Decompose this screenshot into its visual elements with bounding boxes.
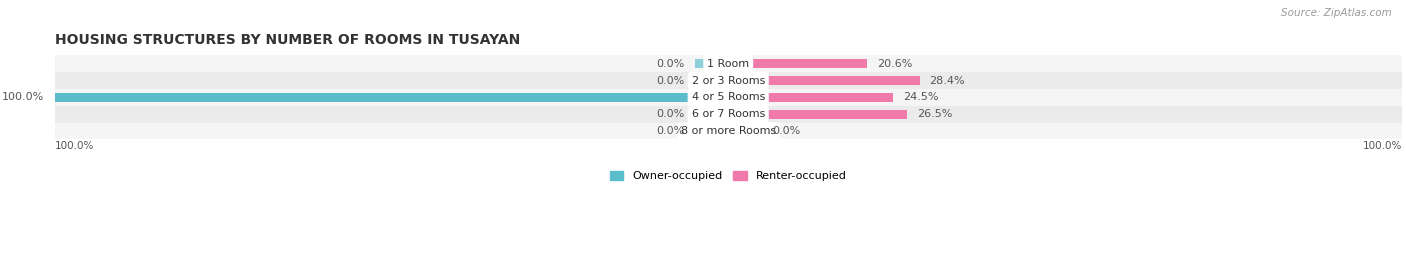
Bar xyxy=(728,93,893,102)
Bar xyxy=(728,76,920,85)
Bar xyxy=(55,89,1402,106)
Bar xyxy=(55,55,1402,72)
Bar xyxy=(55,123,1402,140)
Text: 26.5%: 26.5% xyxy=(917,109,952,119)
Bar xyxy=(695,59,728,68)
Text: 20.6%: 20.6% xyxy=(877,59,912,69)
Bar xyxy=(728,110,907,119)
Text: 0.0%: 0.0% xyxy=(772,126,800,136)
Text: 100.0%: 100.0% xyxy=(1362,141,1402,151)
Text: 8 or more Rooms: 8 or more Rooms xyxy=(681,126,776,136)
Text: HOUSING STRUCTURES BY NUMBER OF ROOMS IN TUSAYAN: HOUSING STRUCTURES BY NUMBER OF ROOMS IN… xyxy=(55,33,520,47)
Text: 6 or 7 Rooms: 6 or 7 Rooms xyxy=(692,109,765,119)
Text: 0.0%: 0.0% xyxy=(657,109,685,119)
Text: 2 or 3 Rooms: 2 or 3 Rooms xyxy=(692,76,765,86)
Bar xyxy=(728,127,762,135)
Bar xyxy=(695,127,728,135)
Text: 100.0%: 100.0% xyxy=(55,141,94,151)
Text: 4 or 5 Rooms: 4 or 5 Rooms xyxy=(692,92,765,102)
Text: 0.0%: 0.0% xyxy=(657,76,685,86)
Bar xyxy=(695,76,728,85)
Text: 0.0%: 0.0% xyxy=(657,126,685,136)
Legend: Owner-occupied, Renter-occupied: Owner-occupied, Renter-occupied xyxy=(610,171,846,181)
Text: 1 Room: 1 Room xyxy=(707,59,749,69)
Text: 28.4%: 28.4% xyxy=(929,76,966,86)
Text: Source: ZipAtlas.com: Source: ZipAtlas.com xyxy=(1281,8,1392,18)
Bar xyxy=(55,106,1402,123)
Bar xyxy=(695,110,728,119)
Bar xyxy=(55,93,728,102)
Text: 0.0%: 0.0% xyxy=(657,59,685,69)
Bar xyxy=(728,59,868,68)
Text: 100.0%: 100.0% xyxy=(3,92,45,102)
Text: 24.5%: 24.5% xyxy=(903,92,939,102)
Bar xyxy=(55,72,1402,89)
